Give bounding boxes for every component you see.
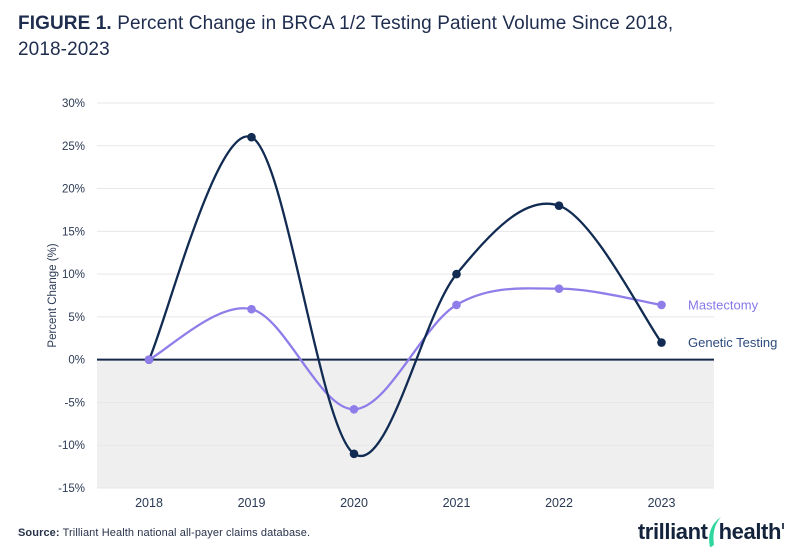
x-tick-label-2021: 2021 [443,496,471,510]
data-point-mastectomy-2021 [452,300,461,310]
figure-title: FIGURE 1. Percent Change in BRCA 1/2 Tes… [18,11,778,63]
y-tick-label-5%: 5% [68,312,85,324]
y-tick-label-15%: 15% [62,226,85,238]
source-attribution: Source: Trilliant Health national all-pa… [18,527,310,539]
figure-title-line1: FIGURE 1. Percent Change in BRCA 1/2 Tes… [18,11,778,37]
x-tick-label-2019: 2019 [238,496,266,510]
source-text: Trilliant Health national all-payer clai… [59,527,311,539]
data-point-genetic-testing-2019 [247,132,256,142]
y-tick-label-0%: 0% [68,355,85,367]
x-tick-label-2020: 2020 [340,496,368,510]
logo-word-health: health [718,519,782,544]
logo-word-trilliant: trilliant [637,519,708,544]
logo-swoosh-icon [708,517,721,547]
y-tick-label-25%: 25% [62,141,85,153]
figure-title-line2: 2018-2023 [18,39,110,60]
logo-trademark-mark [782,523,784,529]
negative-region-shading [97,359,714,488]
x-tick-label-2022: 2022 [545,496,573,510]
y-axis-title: Percent Change (%) [47,243,59,347]
y-tick-label--15%: -15% [58,483,85,495]
source-label: Source: [18,527,60,539]
data-point-genetic-testing-2020 [349,449,359,459]
x-tick-label-2018: 2018 [135,496,163,510]
y-tick-label--10%: -10% [58,440,85,452]
y-tick-label-30%: 30% [62,98,85,110]
figure-label: FIGURE 1. [18,13,112,34]
y-tick-label-20%: 20% [62,184,85,196]
data-point-mastectomy-2019 [247,304,256,314]
data-point-genetic-testing-2023 [657,338,666,347]
data-point-mastectomy-2018 [144,355,154,364]
series-label-mastectomy: Mastectomy [688,297,759,312]
data-point-mastectomy-2023 [657,300,666,310]
data-point-mastectomy-2022 [554,284,564,293]
data-point-mastectomy-2020 [349,404,359,414]
data-point-genetic-testing-2021 [452,269,461,279]
y-tick-label-10%: 10% [62,269,85,281]
data-point-genetic-testing-2022 [554,201,564,210]
series-label-genetic-testing: Genetic Testing [688,335,777,350]
trilliant-health-logo: trilliant health [638,515,784,547]
y-tick-label--5%: -5% [65,397,85,409]
figure-title-text: Percent Change in BRCA 1/2 Testing Patie… [111,13,674,34]
x-tick-label-2023: 2023 [648,496,676,510]
